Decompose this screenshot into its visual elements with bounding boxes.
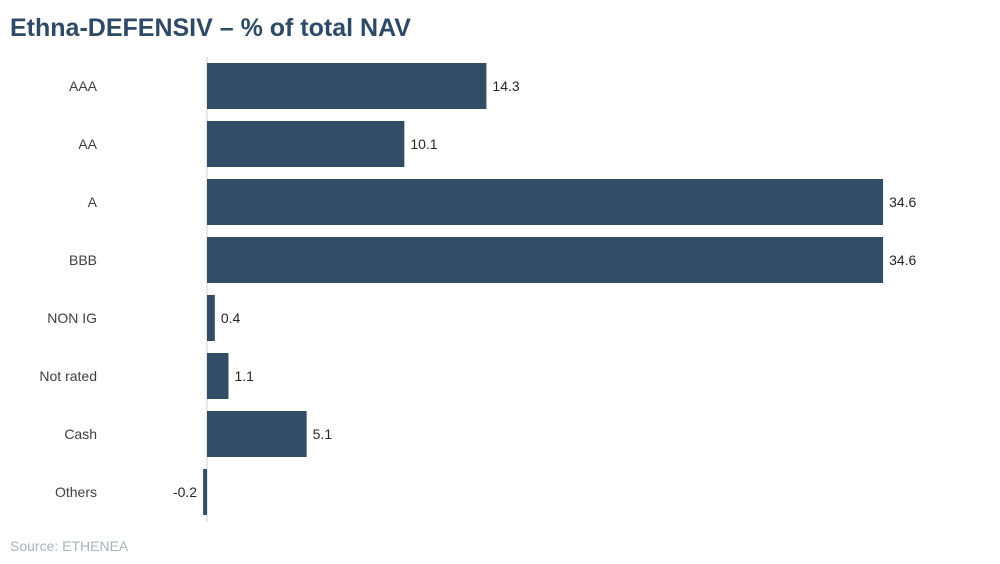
bar [207,179,884,225]
data-label: 5.1 [313,426,333,442]
category-label: BBB [69,252,97,268]
category-label: Not rated [39,368,97,384]
category-label: Cash [64,426,97,442]
category-label: Others [55,484,97,500]
bar [207,63,487,109]
bar [203,469,207,515]
source-note: Source: ETHENEA [10,538,129,554]
data-label: 0.4 [221,310,241,326]
bar [207,121,405,167]
data-label: 14.3 [492,78,519,94]
category-label: AA [78,136,97,152]
data-label: 34.6 [889,252,916,268]
category-label: A [88,194,98,210]
chart-title: Ethna-DEFENSIV – % of total NAV [10,14,411,42]
bar [207,237,884,283]
bar [207,411,307,457]
category-label: NON IG [47,310,97,326]
data-label: 10.1 [410,136,437,152]
bar [207,353,229,399]
data-label: -0.2 [173,484,197,500]
data-label: 1.1 [234,368,254,384]
data-label: 34.6 [889,194,916,210]
bar [207,295,215,341]
category-label: AAA [69,78,98,94]
